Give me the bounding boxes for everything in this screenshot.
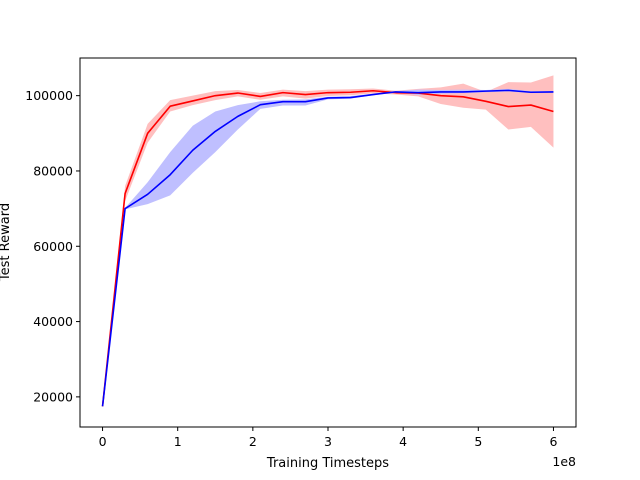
- x-axis-offset-label: 1e8: [552, 454, 576, 469]
- x-tick-label: 0: [99, 434, 107, 449]
- confidence-bands: [102, 75, 554, 407]
- x-tick-label: 2: [249, 434, 257, 449]
- y-axis-title: Test Reward: [0, 203, 13, 282]
- x-axis: 0 1 2 3 4 5 6: [99, 427, 557, 449]
- y-tick-label: 100000: [25, 88, 73, 103]
- x-axis-title: Training Timesteps: [266, 456, 389, 471]
- y-axis: 20000 40000 60000 80000 100000: [25, 88, 80, 404]
- y-tick-label: 60000: [33, 239, 73, 254]
- x-tick-label: 4: [399, 434, 407, 449]
- series-1-band: [102, 75, 554, 407]
- x-tick-label: 5: [474, 434, 482, 449]
- series-1-line: [101, 89, 554, 407]
- y-tick-label: 80000: [33, 163, 73, 178]
- series-2-line: [101, 89, 554, 407]
- y-tick-label: 40000: [33, 314, 73, 329]
- x-tick-label: 3: [324, 434, 332, 449]
- y-tick-label: 20000: [33, 389, 73, 404]
- x-tick-label: 1: [174, 434, 182, 449]
- series-lines: [101, 89, 554, 407]
- x-tick-label: 6: [549, 434, 557, 449]
